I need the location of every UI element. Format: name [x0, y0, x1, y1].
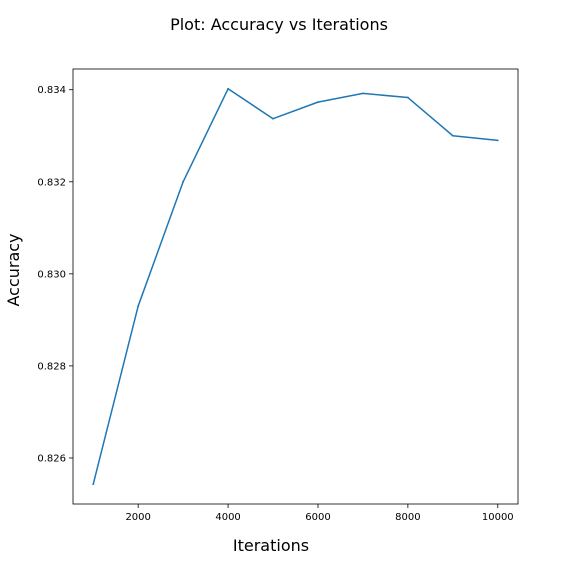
data-point [137, 305, 140, 307]
x-tick-label: 4000 [215, 512, 240, 523]
x-tick-label: 6000 [305, 512, 330, 523]
data-point [317, 101, 319, 104]
series-layer [92, 87, 499, 486]
data-point [362, 92, 364, 95]
y-axis: 0.826 0.828 0.830 0.832 0.834 [37, 85, 73, 464]
x-axis: 2000 4000 6000 8000 10000 [125, 504, 514, 523]
chart-title: Plot: Accuracy vs Iterations [170, 15, 388, 34]
data-point [182, 180, 185, 183]
y-tick-label: 0.828 [37, 361, 66, 372]
x-tick-label: 10000 [482, 512, 514, 523]
x-axis-title: Iterations [233, 536, 309, 555]
y-tick-label: 0.834 [37, 85, 66, 96]
data-point [92, 483, 95, 486]
x-tick-label: 8000 [395, 512, 420, 523]
y-axis-title: Accuracy [4, 233, 23, 306]
axes-frame [72, 68, 519, 505]
data-point [272, 117, 274, 120]
data-point [227, 87, 229, 90]
y-tick-label: 0.830 [37, 269, 66, 280]
data-point [496, 139, 499, 142]
accuracy-series-line [92, 88, 498, 485]
plot-area: 2000 4000 6000 8000 10000 0.8260.8280.8300.8… [37, 68, 519, 523]
y-tick-label: 0.826 [37, 453, 66, 464]
x-tick-label: 2000 [125, 512, 150, 523]
y-tick-label: 0.832 [37, 177, 66, 188]
data-point [406, 96, 409, 99]
data-point [451, 134, 454, 137]
